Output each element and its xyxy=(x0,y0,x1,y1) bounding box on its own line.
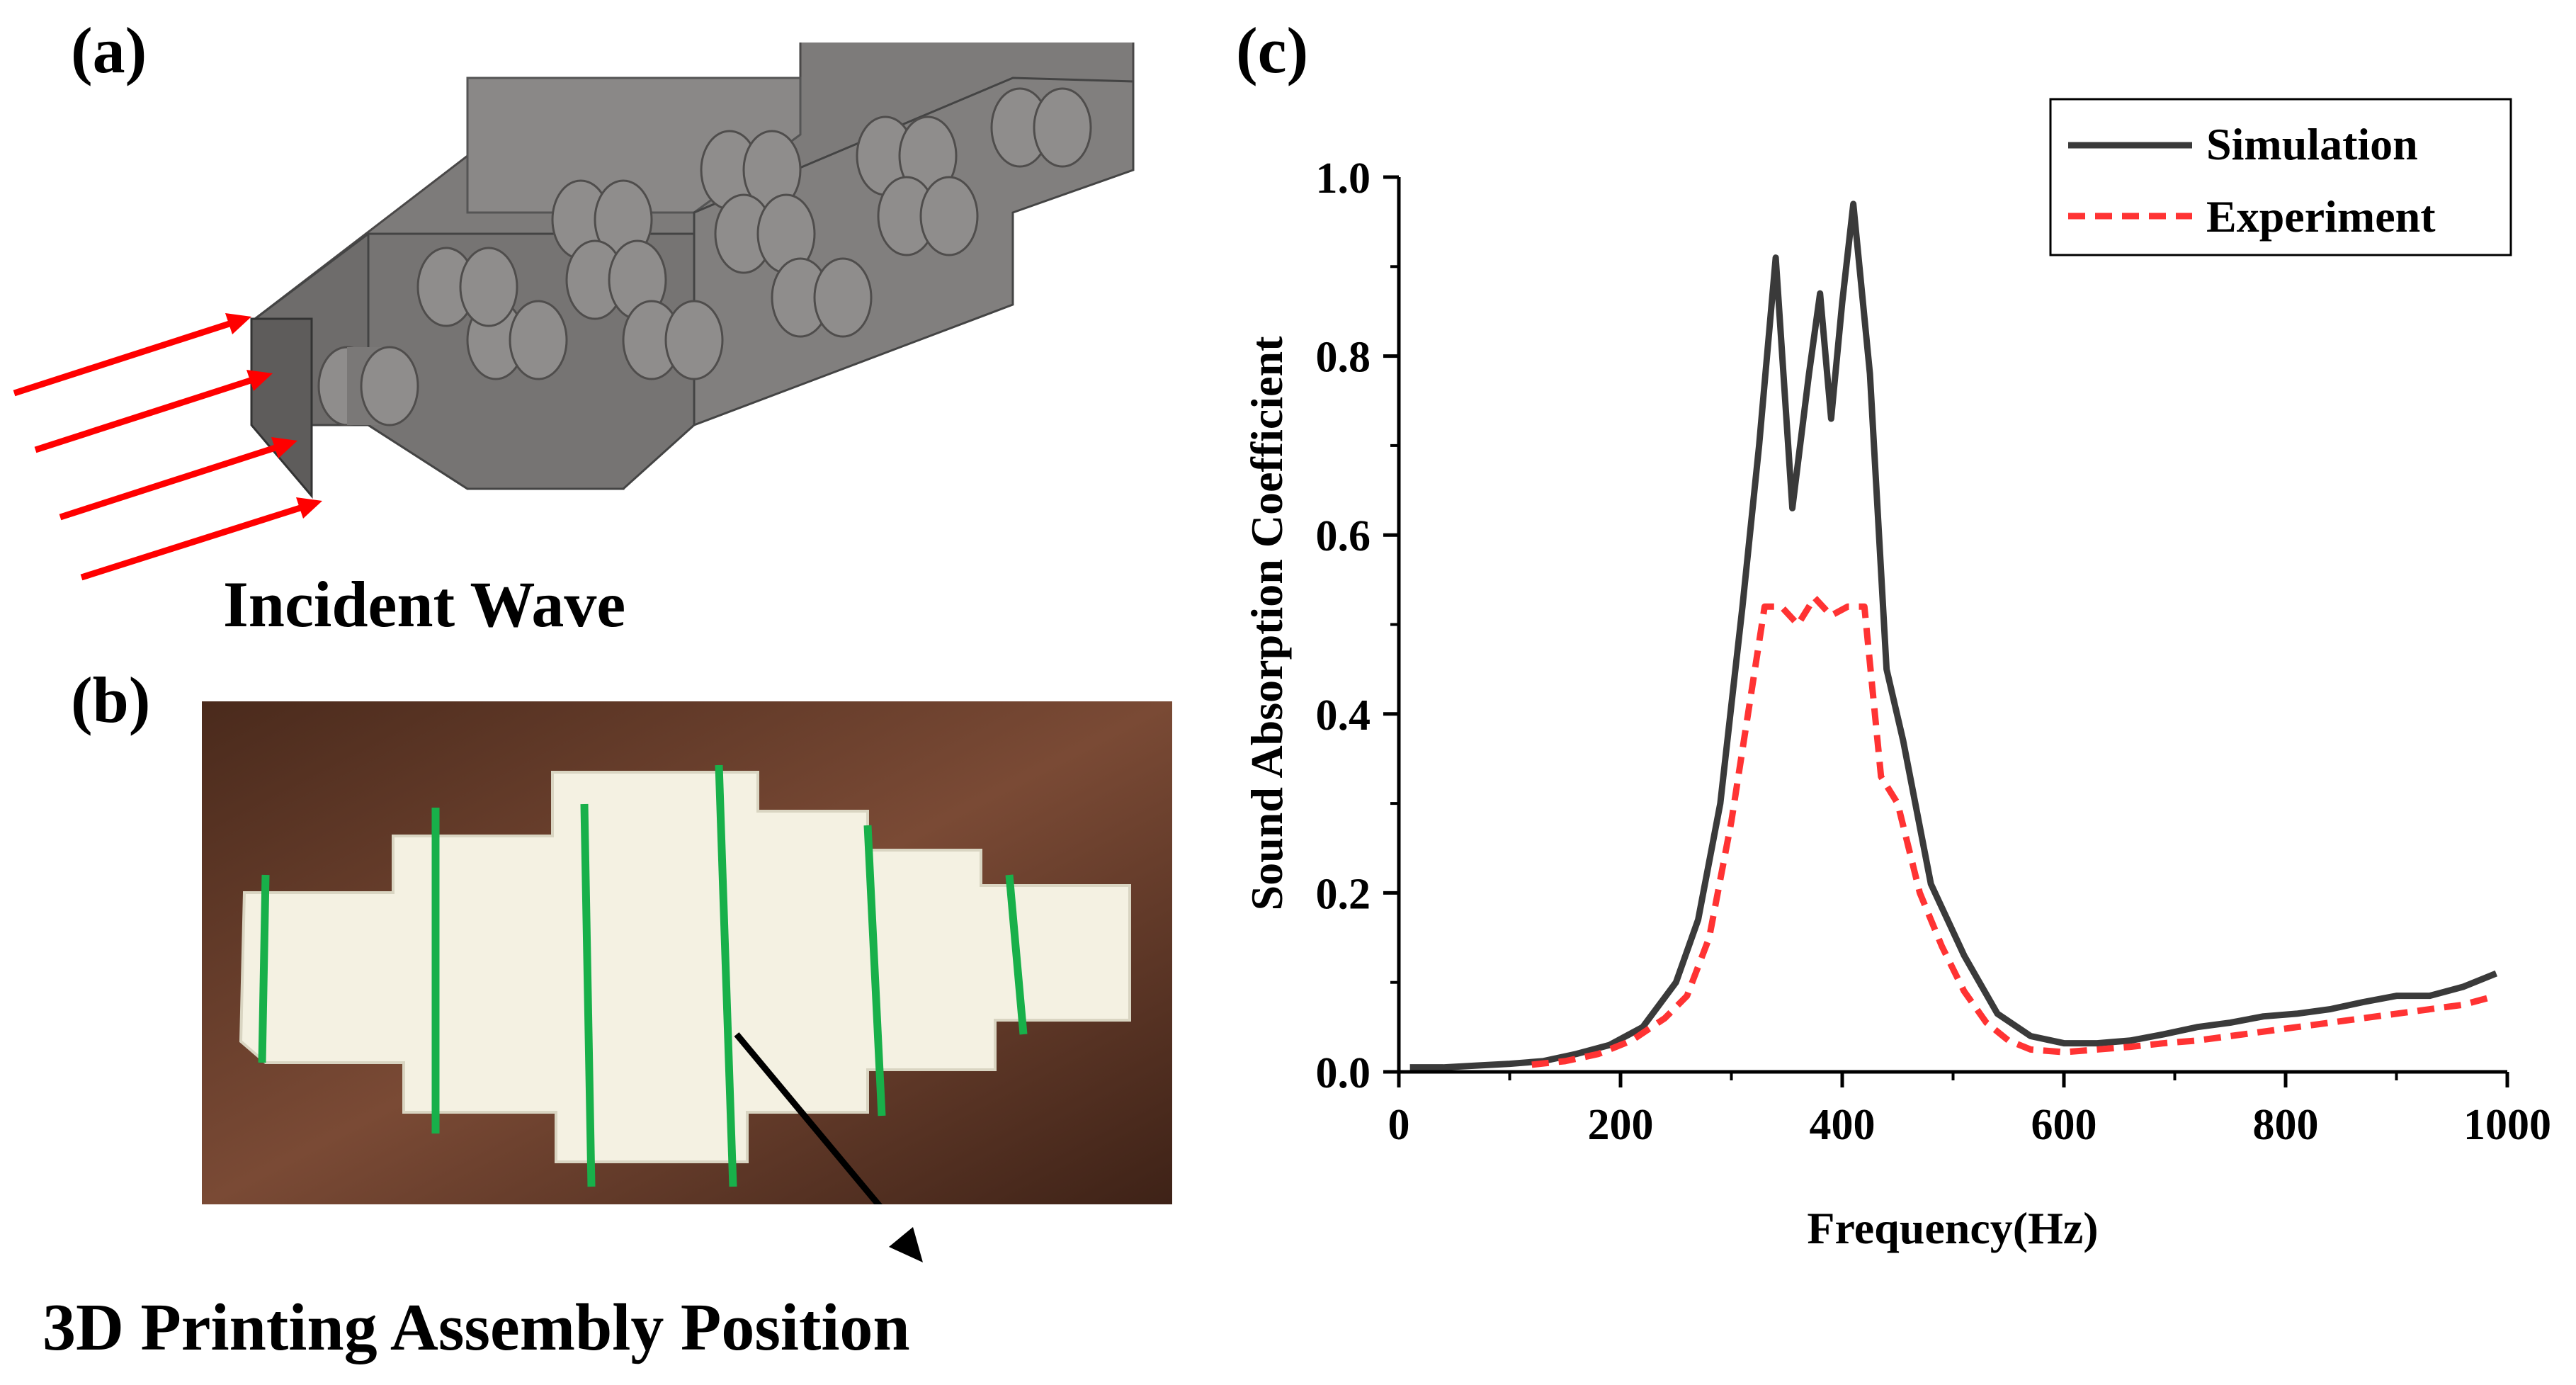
x-tick-label: 400 xyxy=(1810,1101,1876,1149)
panel-c-label: (c) xyxy=(1236,14,1309,86)
legend-label-simulation: Simulation xyxy=(2206,119,2418,169)
y-tick-label: 0.6 xyxy=(1316,512,1371,560)
y-axis-label: Sound Absorption Coefficient xyxy=(1242,336,1292,910)
model-inlet-face xyxy=(250,317,313,499)
y-tick-label: 0.2 xyxy=(1316,870,1371,918)
panel-a-model xyxy=(13,43,1135,581)
series-line-experiment xyxy=(1531,594,2497,1068)
y-tick-label: 0.4 xyxy=(1316,691,1371,740)
x-tick-label: 1000 xyxy=(2463,1101,2551,1149)
series-line-simulation xyxy=(1409,200,2498,1071)
x-tick-label: 800 xyxy=(2253,1101,2319,1149)
legend-box xyxy=(2049,98,2512,256)
assembly-pointer-arrow xyxy=(734,1032,883,1204)
green-assembly-lines xyxy=(258,764,1028,1187)
absorption-chart: 0 200 400 600 800 1000 0.0 0.2 0.4 0.6 0.8 1.0 Freq… xyxy=(1242,98,2551,1253)
incident-wave-caption: Incident Wave xyxy=(223,568,626,640)
panel-b-photo xyxy=(202,701,1172,1204)
assembly-position-caption: 3D Printing Assembly Position xyxy=(42,1291,910,1364)
x-axis-label: Frequency(Hz) xyxy=(1807,1203,2098,1253)
pointer-arrow-head xyxy=(889,1227,923,1262)
legend: Simulation Experiment xyxy=(2049,98,2512,256)
x-tick-label: 200 xyxy=(1588,1101,1654,1149)
x-tick-label: 0 xyxy=(1388,1101,1410,1149)
incident-wave-arrows xyxy=(13,313,322,581)
y-tick-label: 0.0 xyxy=(1316,1049,1371,1097)
panel-b-label: (b) xyxy=(71,664,151,736)
x-tick-label: 600 xyxy=(2031,1101,2097,1149)
resonator-cylinders xyxy=(317,87,1092,426)
y-tick-label: 0.8 xyxy=(1316,334,1371,382)
printed-sample xyxy=(239,771,1131,1163)
legend-label-experiment: Experiment xyxy=(2206,191,2436,242)
panel-a-label: (a) xyxy=(71,14,147,86)
y-tick-label: 1.0 xyxy=(1316,154,1371,203)
